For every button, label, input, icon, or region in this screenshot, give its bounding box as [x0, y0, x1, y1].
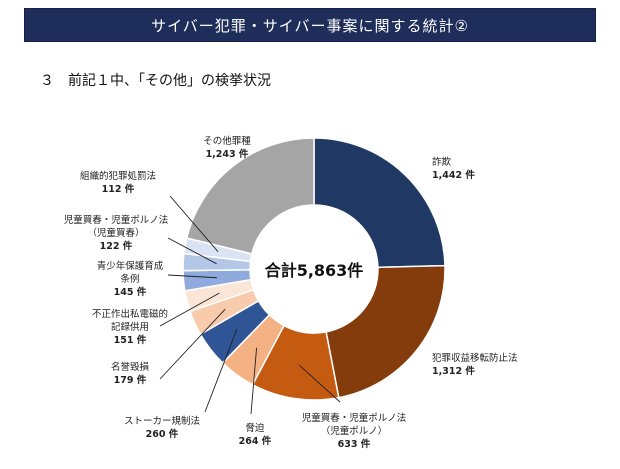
leader-line-6 [159, 308, 226, 380]
slice-label-3: 児童買春・児童ポルノ法（児童ポルノ） 633 件 [302, 412, 407, 450]
leader-line-7 [159, 292, 220, 327]
slice-label-2: 犯罪収益移転防止法 1,312 件 [432, 352, 518, 377]
slice-label-1: 詐欺 1,442 件 [432, 156, 475, 181]
leader-line-10 [169, 195, 219, 252]
leader-line-8 [167, 274, 217, 279]
leader-line-3 [299, 365, 341, 403]
leader-line-9 [167, 237, 217, 265]
slice-label-5: ストーカー規制法 260 件 [124, 415, 200, 440]
slice-label-4: 脅迫 264 件 [239, 422, 272, 447]
slice-label-8: 青少年保護育成条例 145 件 [97, 260, 164, 298]
leader-line-5 [204, 328, 238, 413]
slice-1 [313, 137, 446, 269]
donut-slices [182, 137, 446, 401]
slice-11 [185, 137, 315, 255]
slice-2 [325, 264, 446, 399]
donut-center-total: 合計5,863件 [265, 261, 364, 280]
slice-label-11: その他罪種 1,243 件 [203, 135, 251, 160]
slice-label-6: 名誉毀損 179 件 [111, 361, 150, 386]
slice-label-7: 不正作出私電磁的記録供用 151 件 [92, 308, 168, 346]
slice-label-9: 児童買春・児童ポルノ法（児童買春） 122 件 [64, 214, 169, 252]
slice-label-10: 組織的犯罪処罰法 112 件 [80, 170, 156, 195]
section-heading: ３ 前記１中、「その他」の検挙状況 [40, 73, 271, 89]
leader-lines [159, 195, 341, 415]
page-header-banner: サイバー犯罪・サイバー事案に関する統計② [24, 8, 596, 42]
page-title: サイバー犯罪・サイバー事案に関する統計② [151, 17, 469, 35]
leader-line-4 [250, 347, 258, 415]
